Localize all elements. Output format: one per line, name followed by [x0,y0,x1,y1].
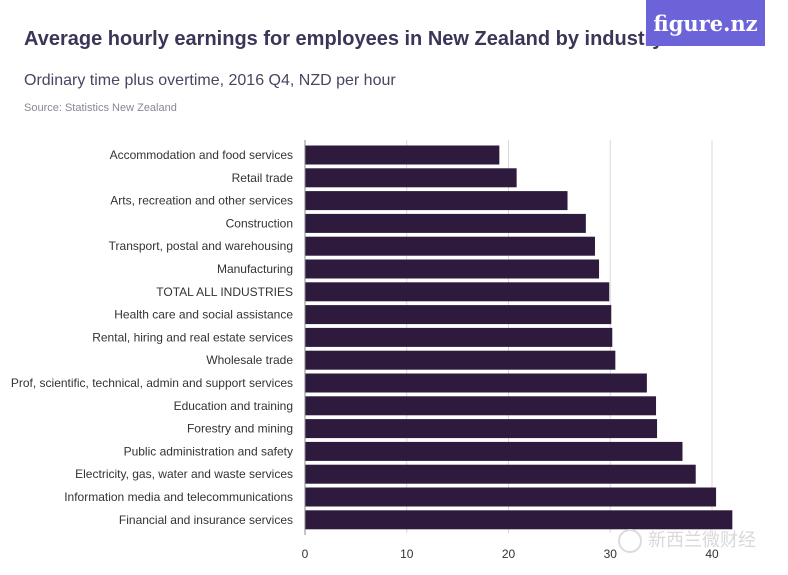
x-tick-label: 0 [302,547,309,561]
category-label: Transport, postal and warehousing [109,239,293,253]
bar [305,487,717,507]
bar [305,441,683,461]
category-label: Education and training [174,399,293,413]
bar [305,145,500,165]
x-tick-label: 30 [604,547,618,561]
x-tick-label: 10 [400,547,414,561]
category-label: Accommodation and food services [110,148,293,162]
category-label: Arts, recreation and other services [110,194,293,208]
bar [305,168,517,188]
bar [305,510,733,530]
bar [305,350,616,370]
bar [305,327,613,347]
bar [305,282,610,302]
bar [305,236,595,256]
category-label: TOTAL ALL INDUSTRIES [156,285,293,299]
category-label: Rental, hiring and real estate services [92,330,293,344]
bar [305,396,657,416]
category-label: Health care and social assistance [114,308,293,322]
chart-subtitle: Ordinary time plus overtime, 2016 Q4, NZ… [24,72,396,89]
category-label: Manufacturing [217,262,293,276]
bar [305,259,600,279]
category-label: Information media and telecommunications [64,490,293,504]
bar [305,191,568,211]
category-label: Public administration and safety [124,444,293,458]
bar [305,464,696,484]
category-label: Electricity, gas, water and waste servic… [75,467,293,481]
category-label: Construction [226,216,293,230]
bar [305,419,658,439]
chart-source: Source: Statistics New Zealand [24,102,177,114]
watermark-text: 新西兰微财经 [648,530,756,551]
bar [305,373,647,393]
category-label: Prof, scientific, technical, admin and s… [11,376,293,390]
chart-title: Average hourly earnings for employees in… [24,28,664,50]
category-label: Forestry and mining [187,422,293,436]
wechat-icon [618,529,642,553]
x-tick-label: 20 [502,547,516,561]
category-label: Financial and insurance services [119,513,293,527]
x-tick-label: 40 [705,547,719,561]
watermark: 新西兰微财经 [618,526,756,553]
figure-nz-logo[interactable]: figure.nz [646,0,765,46]
bar [305,305,612,325]
bar [305,213,586,233]
category-label: Retail trade [232,171,294,185]
category-label: Wholesale trade [206,353,293,367]
